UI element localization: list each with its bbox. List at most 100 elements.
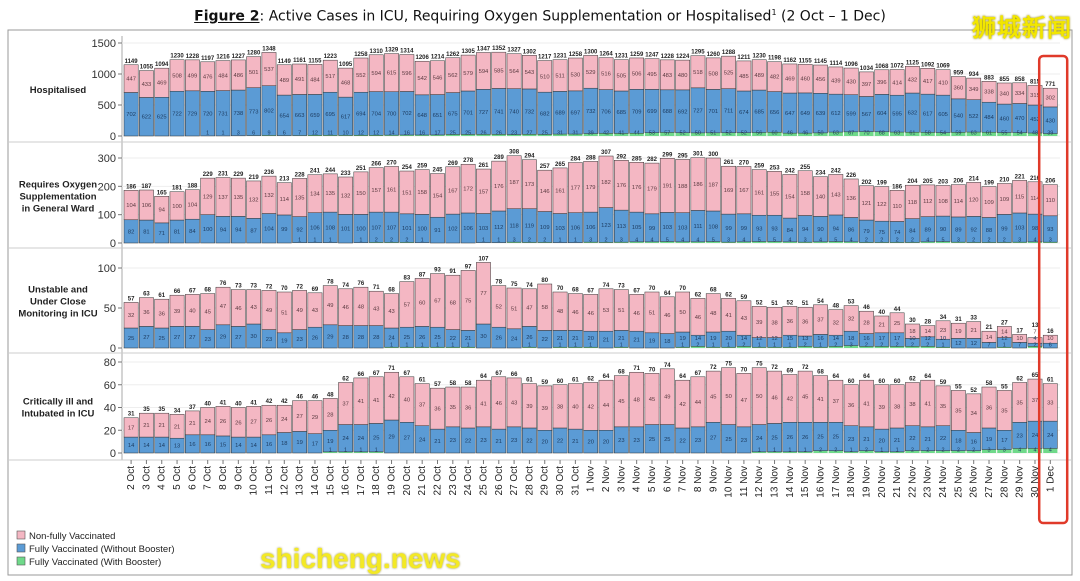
booster-value-label: 1 <box>313 238 316 244</box>
bar-non-fully-vaccinated <box>843 384 859 426</box>
non-fully-value-label: 106 <box>142 203 152 209</box>
fully-value-label: 14 <box>741 336 748 342</box>
bar-non-fully-vaccinated <box>736 60 752 92</box>
y-tick-label: 0 <box>110 343 116 355</box>
booster-value-label: 3 <box>804 238 807 244</box>
y-tick-label: 100 <box>98 210 116 222</box>
fully-value-label: 689 <box>555 111 565 117</box>
fully-value-label: 28 <box>373 335 379 341</box>
bar-total-label: 73 <box>235 284 242 290</box>
non-fully-value-label: 46 <box>342 305 348 311</box>
bar-booster <box>445 134 460 136</box>
booster-value-label: 2 <box>405 238 408 244</box>
fully-value-label: 727 <box>693 108 703 114</box>
bar-total-label: 236 <box>264 170 275 176</box>
non-fully-value-label: 110 <box>892 204 901 210</box>
fully-value-label: 24 <box>419 437 426 443</box>
bar-booster <box>752 132 767 136</box>
fully-value-label: 18 <box>848 336 854 342</box>
bar-booster <box>798 242 813 243</box>
bar-non-fully-vaccinated <box>690 376 706 428</box>
non-fully-value-label: 36 <box>143 310 149 316</box>
bar-booster <box>920 450 935 453</box>
non-fully-value-label: 594 <box>479 69 489 75</box>
non-fully-value-label: 21 <box>143 423 149 429</box>
bar-total-label: 53 <box>848 300 855 306</box>
bar-booster <box>844 131 859 136</box>
booster-value-label: 54 <box>940 131 946 137</box>
bar-non-fully-vaccinated <box>384 166 399 213</box>
bar-non-fully-vaccinated <box>905 382 920 426</box>
non-fully-value-label: 110 <box>1046 198 1055 204</box>
bar-total-label: 64 <box>679 374 686 380</box>
non-fully-value-label: 172 <box>463 187 473 193</box>
bar-non-fully-vaccinated <box>874 384 890 430</box>
bar-booster <box>890 451 905 453</box>
bar-total-label: 54 <box>817 299 824 305</box>
bar-non-fully-vaccinated <box>1012 180 1028 214</box>
bar-booster <box>706 241 721 243</box>
x-tick-label: 4 Oct <box>157 466 168 490</box>
booster-value-label: 50 <box>695 131 701 137</box>
non-fully-value-label: 169 <box>724 188 734 194</box>
non-fully-value-label: 177 <box>571 186 581 192</box>
non-fully-value-label: 161 <box>754 190 764 196</box>
bar-non-fully-vaccinated <box>215 60 231 91</box>
bar-total-label: 1069 <box>936 64 950 70</box>
fully-value-label: 106 <box>586 225 596 231</box>
non-fully-value-label: 516 <box>601 72 611 78</box>
non-fully-value-label: 19 <box>955 329 961 335</box>
bar-total-label: 64 <box>603 374 610 380</box>
fully-value-label: 704 <box>371 111 381 117</box>
legend-label: Non-fully Vaccinated <box>29 531 115 542</box>
non-fully-value-label: 114 <box>1030 196 1040 202</box>
bar-booster <box>844 451 859 453</box>
bar-total-label: 51 <box>771 301 778 307</box>
bar-booster <box>675 347 690 348</box>
non-fully-value-label: 43 <box>312 308 318 314</box>
bar-total-label: 58 <box>465 381 472 387</box>
panel-label: Under Close <box>30 297 86 308</box>
bar-total-label: 70 <box>649 367 656 373</box>
fully-value-label: 100 <box>417 227 427 233</box>
bar-non-fully-vaccinated <box>552 167 568 214</box>
fully-value-label: 12 <box>1001 336 1007 342</box>
non-fully-value-label: 46 <box>587 311 593 317</box>
fully-value-label: 81 <box>143 230 149 236</box>
bar-booster <box>583 242 598 243</box>
booster-value-label: 1 <box>206 131 209 137</box>
booster-value-label: 16 <box>404 131 410 137</box>
fully-value-label: 21 <box>894 438 900 444</box>
booster-value-label: 46 <box>787 131 793 137</box>
bar-total-label: 66 <box>174 289 181 295</box>
bar-total-label: 226 <box>846 173 857 179</box>
bar-total-label: 51 <box>802 301 809 307</box>
bar-non-fully-vaccinated <box>598 379 614 431</box>
fully-value-label: 738 <box>234 111 244 117</box>
non-fully-value-label: 469 <box>785 76 795 82</box>
booster-value-label: 39 <box>1047 131 1053 137</box>
fully-value-label: 14 <box>250 443 257 449</box>
y-tick-label: 0 <box>110 238 116 250</box>
booster-value-label: 2 <box>865 343 868 349</box>
non-fully-value-label: 349 <box>969 87 979 93</box>
bar-total-label: 206 <box>953 179 964 185</box>
bar-total-label: 28 <box>924 320 931 326</box>
bar-total-label: 78 <box>495 280 502 286</box>
bar-non-fully-vaccinated <box>981 186 997 218</box>
non-fully-value-label: 114 <box>280 197 290 203</box>
fully-value-label: 25 <box>833 435 839 441</box>
bar-total-label: 1259 <box>630 52 644 58</box>
fully-value-label: 625 <box>157 115 167 121</box>
bar-total-label: 97 <box>465 264 472 270</box>
bar-total-label: 67 <box>695 371 702 377</box>
booster-value-label: 1 <box>773 448 776 454</box>
x-tick-label: 16 Nov <box>816 466 827 498</box>
bar-total-label: 70 <box>679 286 686 292</box>
bar-non-fully-vaccinated <box>185 410 200 436</box>
bar-total-label: 69 <box>312 287 319 293</box>
booster-value-label: 2 <box>880 238 883 244</box>
fully-value-label: 21 <box>925 437 931 443</box>
bar-booster <box>369 135 384 136</box>
bar-non-fully-vaccinated <box>445 57 461 93</box>
